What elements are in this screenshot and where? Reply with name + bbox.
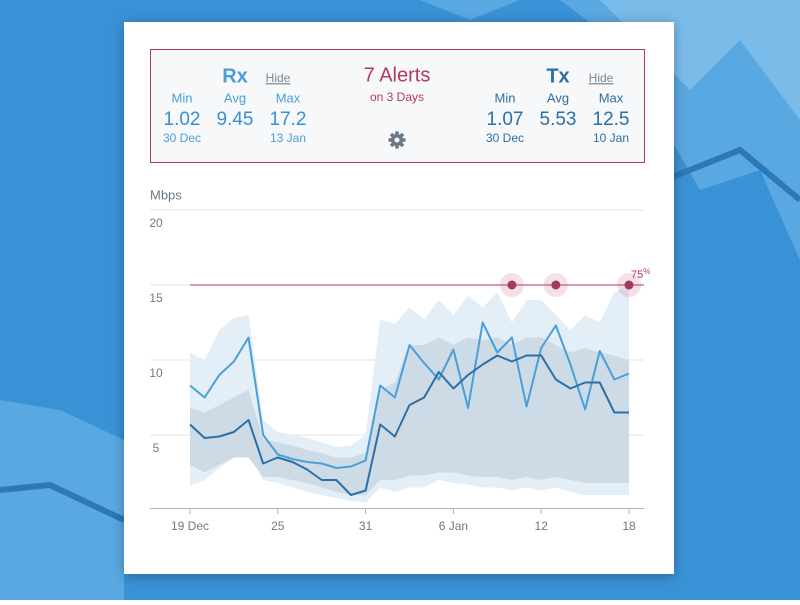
alert-dot	[551, 280, 561, 290]
stat-value: 1.07	[487, 109, 524, 130]
hide-link[interactable]: Hide	[266, 71, 291, 85]
stat-date: 30 Dec	[486, 131, 524, 145]
stat-label: Min	[172, 90, 193, 105]
y-tick-label: 15	[149, 291, 163, 305]
series-name: Tx	[546, 65, 569, 87]
series-name: Rx	[222, 65, 248, 87]
y-tick-label: 5	[153, 441, 160, 455]
alert-dot	[507, 280, 517, 290]
stat-date: 10 Jan	[593, 131, 629, 145]
x-tick-label: 31	[359, 519, 373, 533]
stat-value: 12.5	[593, 109, 630, 130]
threshold-label: 75%	[631, 267, 650, 281]
alerts-subtitle: on 3 Days	[370, 90, 424, 104]
bg-line	[0, 481, 126, 523]
series-line	[189, 354, 629, 496]
y-axis-label: Mbps	[150, 187, 182, 202]
stat-label: Avg	[547, 90, 569, 105]
stat-value: 5.53	[540, 109, 577, 130]
stat-value: 9.45	[217, 109, 254, 130]
hide-link[interactable]: Hide	[589, 71, 614, 85]
stat-label: Max	[599, 90, 624, 105]
stat-value: 1.02	[164, 109, 201, 130]
x-tick-label: 12	[535, 519, 549, 533]
y-tick-label: 20	[149, 216, 163, 230]
x-tick-label: 25	[271, 519, 285, 533]
y-tick-label: 10	[149, 366, 163, 380]
stat-label: Avg	[224, 90, 246, 105]
x-tick-label: 6 Jan	[439, 519, 468, 533]
stat-date: 13 Jan	[270, 131, 306, 145]
threshold-percent: 75	[631, 269, 643, 281]
stat-label: Max	[276, 90, 301, 105]
x-tick-label: 19 Dec	[171, 519, 209, 533]
settings-icon[interactable]	[388, 131, 406, 149]
alerts-title: 7 Alerts	[364, 64, 431, 86]
x-tick-label: 18	[622, 519, 636, 533]
stat-value: 17.2	[270, 109, 307, 130]
stat-label: Min	[495, 90, 516, 105]
threshold-unit: %	[643, 267, 650, 276]
stat-date: 30 Dec	[163, 131, 201, 145]
alert-dot	[624, 280, 634, 290]
range-band	[190, 337, 629, 495]
bg-shape	[0, 400, 124, 600]
series-line	[189, 321, 630, 469]
